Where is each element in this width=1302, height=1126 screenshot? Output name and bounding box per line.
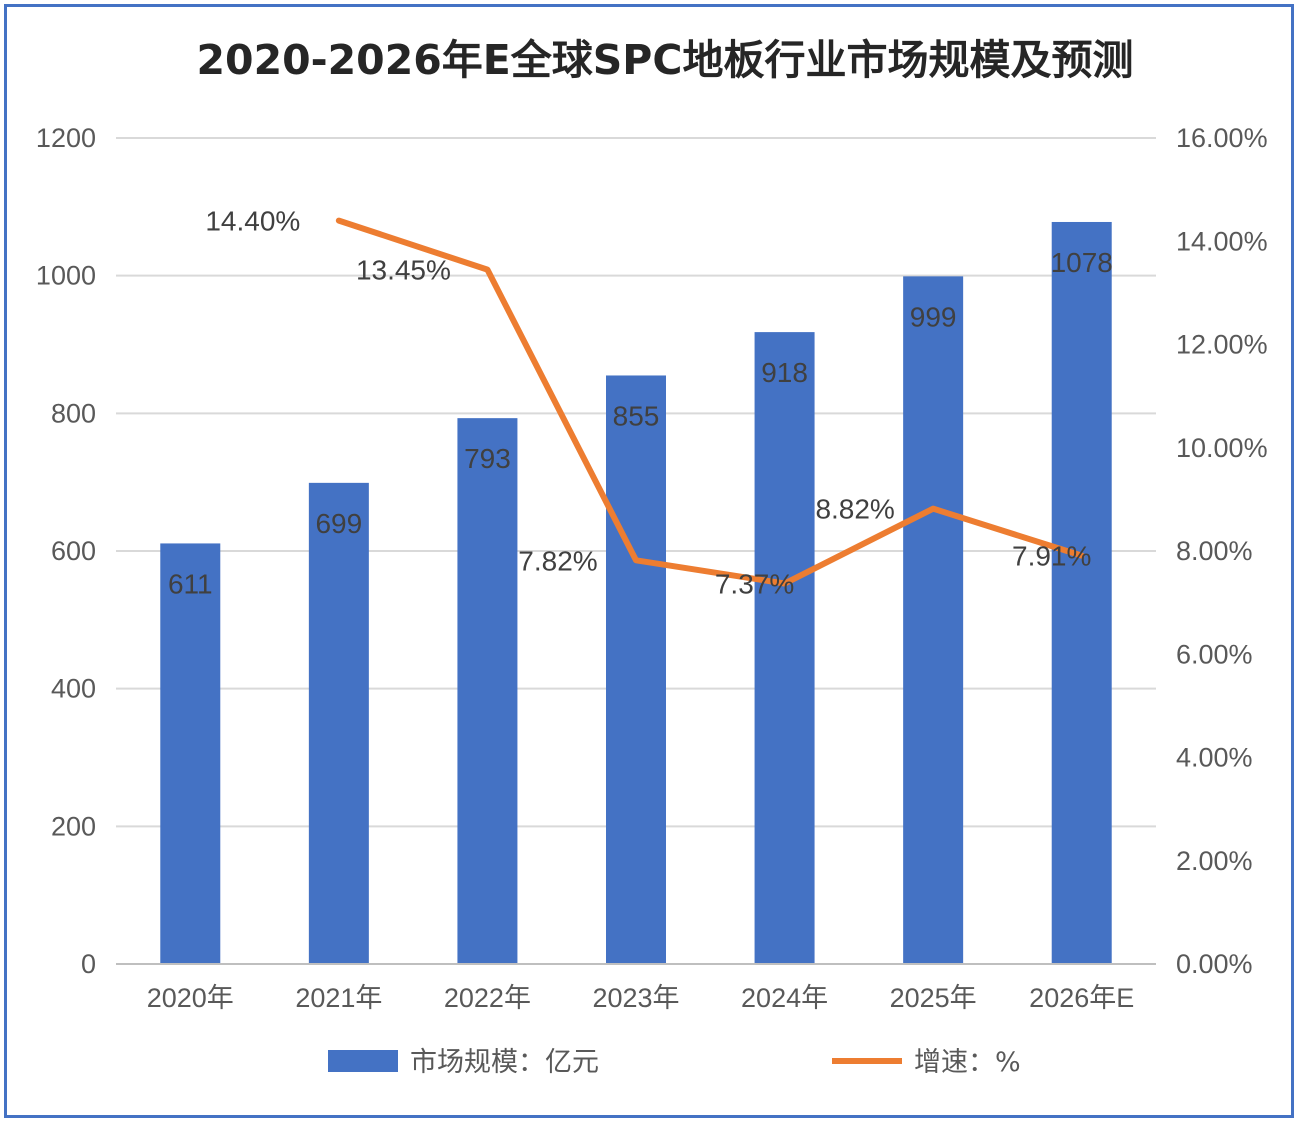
growth-line: [335, 217, 1085, 587]
y-right-tick-label: 12.00%: [1176, 330, 1268, 360]
axes: 0 200 400 600 800 1000 1200 0.00% 2.00% 4.00% 6.00…: [36, 123, 1268, 1013]
chart-title: 2020-2026年E全球SPC地板行业市场规模及预测: [197, 36, 1134, 84]
y-right-tick-label: 6.00%: [1176, 639, 1253, 669]
bar: [903, 276, 964, 965]
bar: [457, 418, 518, 964]
bar-data-label: 1078: [1051, 247, 1113, 278]
legend-swatch-bar: [328, 1050, 398, 1072]
bar: [1051, 221, 1112, 964]
bar-data-label: 793: [464, 443, 511, 474]
bar: [754, 332, 815, 964]
legend-label-bar: 市场规模：亿元: [410, 1047, 599, 1078]
bar: [160, 543, 221, 964]
x-tick-label: 2025年: [890, 983, 977, 1013]
bar-data-label: 855: [613, 400, 660, 431]
bar-series: [160, 221, 1112, 965]
y-left-tick-label: 200: [51, 811, 96, 841]
x-tick-label: 2021年: [295, 983, 382, 1013]
line-data-label: 7.91%: [1012, 541, 1091, 572]
bar-data-label: 999: [910, 301, 957, 332]
bar-data-label: 918: [761, 357, 808, 388]
y-left-tick-label: 0: [81, 949, 96, 979]
y-right-tick-label: 14.00%: [1176, 226, 1268, 256]
data-labels: 611 699 793 855 918 999 1078 14.40% 13.45% 7.82% 7…: [168, 206, 1113, 600]
x-tick-label: 2023年: [592, 983, 679, 1013]
line-data-label: 8.82%: [815, 494, 894, 525]
bar: [606, 375, 666, 965]
y-left-tick-label: 600: [51, 536, 96, 566]
bar: [308, 482, 369, 964]
x-tick-label: 2026年E: [1029, 983, 1134, 1013]
bar-data-label: 699: [315, 508, 362, 539]
legend: 市场规模：亿元 增速：%: [328, 1047, 1021, 1078]
line-data-label: 14.40%: [205, 206, 300, 237]
y-left-tick-label: 800: [51, 398, 96, 428]
line-series: [335, 217, 1085, 587]
x-tick-label: 2022年: [444, 983, 531, 1013]
line-data-label: 13.45%: [356, 255, 451, 286]
y-right-tick-label: 4.00%: [1176, 743, 1253, 773]
bar-data-label: 611: [168, 568, 213, 599]
x-tick-label: 2020年: [147, 983, 234, 1013]
y-right-tick-label: 16.00%: [1176, 123, 1268, 153]
y-left-tick-label: 1200: [36, 123, 96, 153]
y-left-tick-label: 1000: [36, 261, 96, 291]
line-data-label: 7.37%: [715, 569, 794, 600]
legend-label-line: 增速：%: [914, 1047, 1021, 1078]
gridlines: [116, 137, 1156, 828]
y-left-tick-label: 400: [51, 674, 96, 704]
y-right-tick-label: 8.00%: [1176, 536, 1253, 566]
line-data-label: 7.82%: [518, 545, 597, 576]
x-tick-label: 2024年: [741, 983, 828, 1013]
y-right-tick-label: 10.00%: [1176, 433, 1268, 463]
y-right-tick-label: 2.00%: [1176, 846, 1253, 876]
y-right-tick-label: 0.00%: [1176, 949, 1253, 979]
